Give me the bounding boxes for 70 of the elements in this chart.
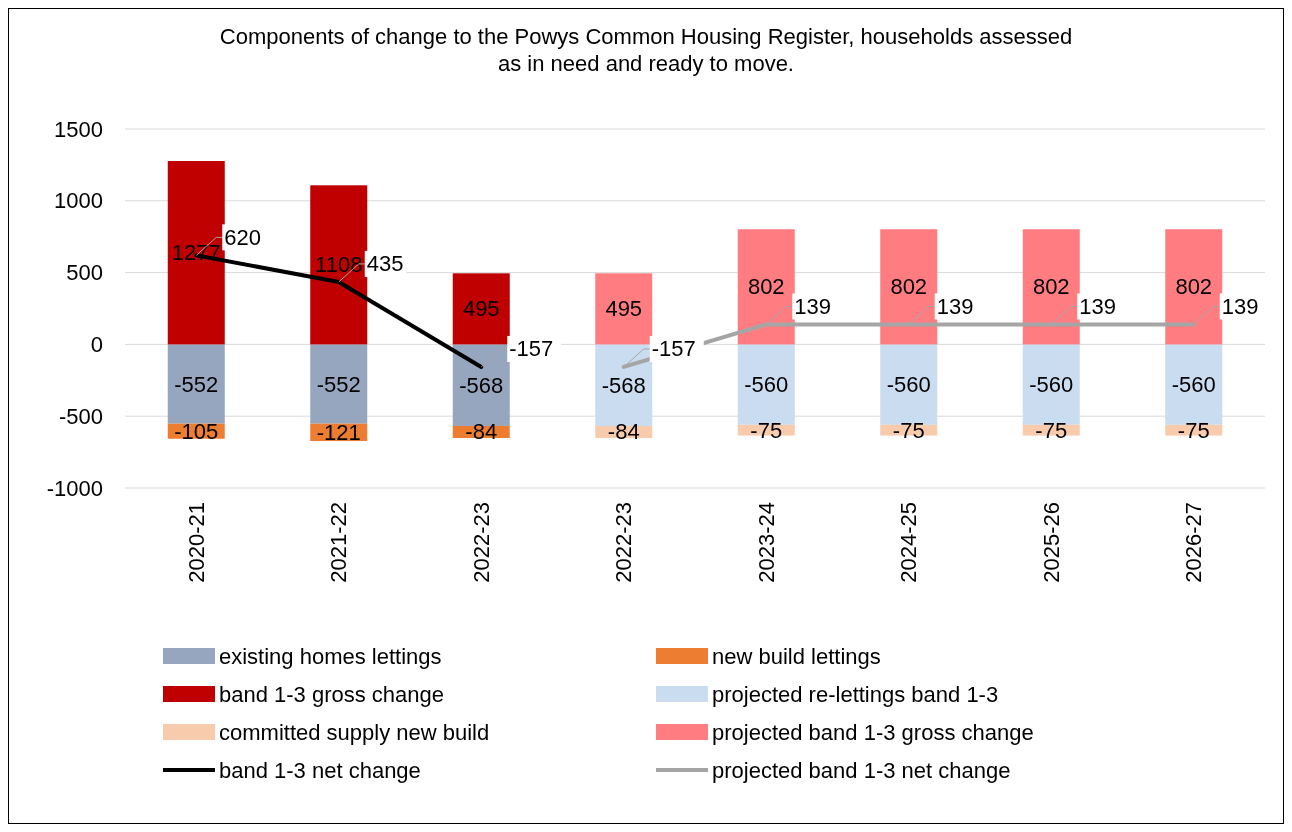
- data-label: -560: [1171, 372, 1216, 398]
- data-label: -157: [509, 336, 554, 362]
- data-label: 802: [890, 274, 928, 300]
- data-label: 620: [224, 224, 261, 250]
- data-label: -84: [465, 419, 498, 445]
- data-label: 495: [605, 296, 643, 322]
- y-tick-label: -500: [58, 403, 103, 429]
- x-tick-label: 2025-26: [1038, 502, 1064, 583]
- data-label: -84: [607, 419, 640, 445]
- data-label: 139: [936, 293, 974, 319]
- data-label: -560: [1029, 372, 1074, 398]
- data-label: -75: [750, 417, 783, 443]
- bar: [880, 344, 938, 425]
- data-label: 1108: [315, 252, 363, 278]
- data-label: -75: [1035, 417, 1068, 443]
- y-tick-label: -1000: [46, 475, 103, 501]
- bar: [452, 273, 510, 345]
- data-label: -121: [316, 419, 361, 445]
- bar: [167, 161, 225, 345]
- y-tick-label: 0: [90, 331, 103, 357]
- x-tick-label: 2023-24: [753, 502, 779, 583]
- bar: [1022, 229, 1080, 345]
- data-label: 802: [1032, 274, 1070, 300]
- legend-label: band 1-3 gross change: [219, 681, 445, 707]
- data-label: 495: [462, 296, 500, 322]
- legend-label: projected band 1-3 gross change: [712, 719, 1034, 745]
- data-label: 435: [366, 251, 404, 277]
- y-tick-label: 1500: [54, 116, 103, 142]
- y-tick-label: 1000: [54, 188, 103, 214]
- data-label: -560: [886, 372, 931, 398]
- x-tick-label: 2021-22: [326, 502, 352, 583]
- legend-label: committed supply new build: [219, 719, 490, 745]
- bar: [595, 344, 653, 426]
- data-label: 802: [1175, 274, 1213, 300]
- legend-label: existing homes lettings: [219, 643, 442, 669]
- data-label: -568: [601, 372, 646, 398]
- bar: [452, 344, 510, 426]
- data-label: -552: [174, 371, 219, 397]
- data-label: 139: [794, 293, 831, 319]
- bar: [737, 229, 795, 345]
- data-label: 139: [1221, 293, 1259, 319]
- legend-label: new build lettings: [712, 643, 881, 669]
- bar: [1165, 344, 1223, 425]
- bar: [1165, 229, 1223, 345]
- data-label: -75: [1177, 417, 1210, 443]
- y-tick-label: 500: [66, 260, 103, 286]
- data-label: -105: [174, 418, 219, 444]
- data-label: -157: [651, 336, 696, 362]
- bar: [167, 344, 225, 424]
- legend-label: projected re-lettings band 1-3: [712, 681, 999, 707]
- x-tick-label: 2022-23: [468, 502, 494, 583]
- bar: [1022, 344, 1080, 425]
- bar: [310, 185, 368, 345]
- x-tick-label: 2026-27: [1181, 502, 1207, 583]
- bar: [880, 229, 938, 345]
- data-label: 802: [747, 274, 785, 300]
- data-label: -75: [892, 417, 925, 443]
- x-tick-label: 2024-25: [896, 502, 922, 583]
- x-tick-label: 2020-21: [183, 502, 209, 583]
- data-label: -552: [316, 371, 361, 397]
- bar: [595, 273, 653, 345]
- bar: [310, 344, 368, 424]
- legend-label: projected band 1-3 net change: [712, 757, 1011, 783]
- bar: [737, 344, 795, 425]
- legend-label: band 1-3 net change: [219, 757, 421, 783]
- chart-title: Components of change to the Powys Common Housing Register, households assessed as in need and ready to move.: [219, 24, 1073, 76]
- data-label: -560: [744, 372, 789, 398]
- data-label: -568: [459, 372, 504, 398]
- x-tick-label: 2022-23: [611, 502, 637, 583]
- data-label: 139: [1079, 293, 1116, 319]
